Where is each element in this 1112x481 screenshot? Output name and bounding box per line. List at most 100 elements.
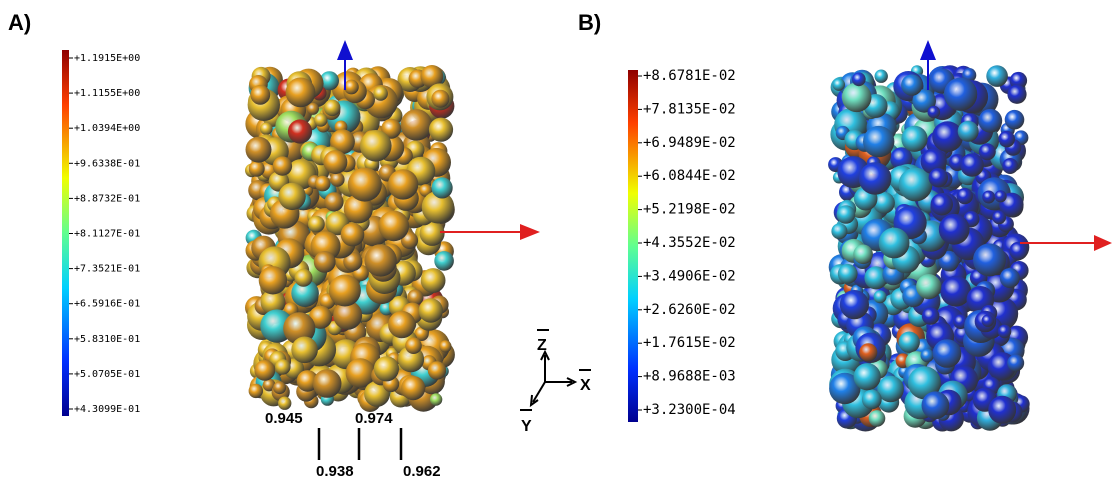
particle	[938, 250, 960, 272]
particle	[308, 305, 333, 329]
particle	[428, 117, 454, 142]
colorbar-label: +1.7615E-02	[643, 335, 736, 351]
particle	[275, 359, 291, 375]
particle	[378, 210, 410, 242]
particle	[859, 343, 878, 362]
colorbar-label: +8.9688E-03	[643, 369, 736, 385]
particle	[877, 375, 904, 403]
annotation: 0.974	[355, 410, 393, 427]
particle	[312, 369, 342, 398]
particle	[294, 268, 313, 287]
colorbar-label: +1.0394E+00	[74, 123, 140, 134]
particle	[429, 393, 443, 406]
particle	[291, 336, 318, 364]
particle	[999, 268, 1020, 288]
colorbar-label: +4.3552E-02	[643, 235, 736, 251]
particle	[921, 391, 950, 420]
particle	[978, 143, 996, 161]
annotation: 0.945	[265, 410, 303, 427]
colorbar-label: +8.1127E-01	[74, 229, 140, 240]
particle	[981, 314, 994, 327]
particle	[873, 191, 895, 214]
particle	[250, 84, 271, 105]
particle	[978, 108, 1003, 133]
particle	[831, 223, 848, 240]
particle	[405, 337, 422, 355]
particle	[1002, 158, 1019, 174]
particle	[319, 71, 339, 91]
particle	[414, 326, 429, 341]
particle	[864, 266, 888, 290]
particle	[982, 190, 996, 204]
particle	[898, 331, 920, 353]
colorbar-label: +3.4906E-02	[643, 268, 736, 284]
particle	[285, 77, 316, 108]
particle	[364, 85, 398, 119]
colorbar-label: +3.2300E-04	[643, 402, 736, 418]
particle	[248, 160, 265, 177]
particle	[938, 213, 970, 245]
particle	[927, 105, 941, 119]
axis-label: Z	[537, 337, 547, 354]
particle	[401, 376, 426, 401]
particle	[419, 220, 445, 246]
particle	[324, 192, 344, 212]
particle	[330, 129, 355, 155]
colorbar-label: +7.3521E-01	[74, 264, 140, 275]
particle	[960, 153, 984, 177]
particle	[992, 210, 1006, 225]
particle	[262, 378, 276, 392]
particle	[388, 310, 416, 339]
colorbar-label: +5.8310E-01	[74, 334, 140, 345]
particle	[878, 227, 910, 259]
particle	[851, 72, 866, 87]
particle	[439, 340, 452, 353]
arrow-head	[337, 40, 353, 60]
particle	[333, 300, 363, 330]
particle	[921, 307, 940, 325]
colorbar-label: +5.2198E-02	[643, 202, 736, 218]
particle	[330, 172, 345, 187]
particle	[956, 187, 973, 205]
particle	[364, 244, 397, 277]
arrow-head	[1094, 235, 1112, 251]
coordinate-triad	[520, 329, 591, 411]
particles-b	[828, 65, 1030, 432]
particle	[254, 360, 276, 381]
particle	[932, 121, 963, 153]
colorbar-label: +8.6781E-02	[643, 68, 736, 84]
particle	[343, 251, 363, 272]
particle	[839, 290, 870, 320]
arrow-head	[520, 224, 540, 240]
particle	[994, 190, 1007, 203]
particle	[1009, 71, 1028, 90]
particle	[853, 363, 881, 391]
particle	[986, 65, 1008, 87]
particle	[957, 120, 979, 142]
particle	[829, 372, 861, 405]
particle	[306, 102, 319, 115]
particle	[861, 389, 882, 410]
particle	[431, 89, 450, 108]
particle	[1009, 241, 1028, 261]
particle	[344, 79, 359, 95]
particle	[943, 77, 978, 111]
colorbar-label: +1.1155E+00	[74, 88, 140, 99]
panel-label: A)	[8, 10, 31, 35]
particle	[1007, 84, 1027, 104]
particle	[1007, 354, 1025, 372]
particle	[278, 182, 306, 211]
panel-label: B)	[578, 10, 601, 35]
annotation: 0.938	[316, 463, 354, 480]
particle	[932, 339, 962, 368]
particle	[248, 383, 263, 399]
particle	[387, 169, 419, 200]
particle	[272, 156, 293, 176]
particle	[418, 298, 443, 323]
particle	[260, 289, 286, 315]
particle	[907, 366, 941, 400]
particle	[898, 167, 933, 202]
particle	[328, 274, 361, 307]
particle	[291, 279, 319, 308]
